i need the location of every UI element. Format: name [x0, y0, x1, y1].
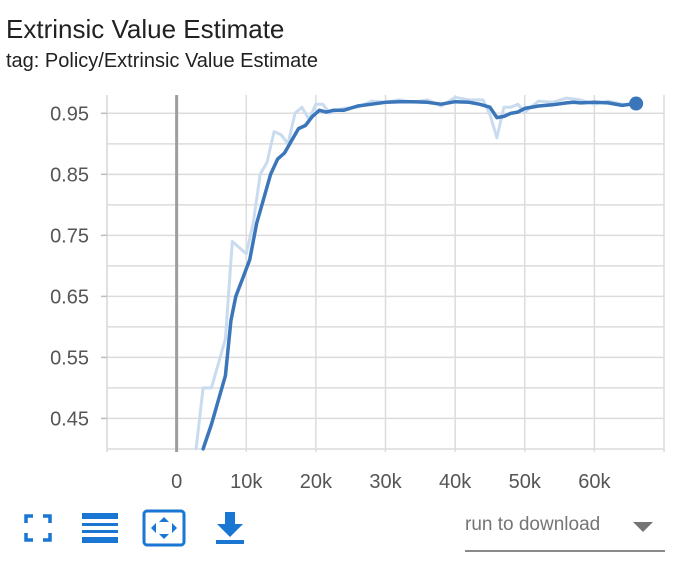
- run-to-download-select[interactable]: run to download: [465, 506, 665, 552]
- x-tick-label: 50k: [509, 471, 542, 493]
- series-group: [194, 95, 644, 451]
- fit-domain-icon: [142, 509, 186, 547]
- run-select-label: run to download: [465, 514, 601, 535]
- y-tick-label: 0.95: [50, 103, 89, 125]
- fullscreen-icon: [24, 514, 52, 542]
- x-tick-label: 30k: [369, 471, 402, 493]
- chart-title: Extrinsic Value Estimate: [6, 14, 285, 44]
- x-tick-label: 0: [171, 471, 182, 493]
- y-tick-label: 0.55: [50, 347, 89, 369]
- y-tick-label: 0.85: [50, 164, 89, 186]
- grid-lines: [106, 95, 665, 452]
- dropdown-arrow-icon: [633, 522, 653, 532]
- x-tick-label: 60k: [578, 471, 611, 493]
- download-button[interactable]: [208, 506, 252, 550]
- tick-labels: 0.45 0.55 0.65 0.75 0.85 0.95 0 10k 20k 30k 40k 50k…: [50, 103, 611, 493]
- y-tick-label: 0.65: [50, 286, 89, 308]
- download-icon: [216, 512, 244, 544]
- line-chart: 0.45 0.55 0.65 0.75 0.85 0.95 0 10k 20k 30k 40k 50k…: [50, 95, 665, 493]
- y-tick-label: 0.45: [50, 408, 89, 430]
- axes: [101, 95, 179, 452]
- y-tick-label: 0.75: [50, 225, 89, 247]
- toggle-log-lines-icon: [82, 513, 118, 543]
- fullscreen-button[interactable]: [16, 506, 60, 550]
- smoothed-series-line: [201, 99, 638, 451]
- x-tick-label: 10k: [230, 471, 263, 493]
- raw-series-line: [194, 95, 638, 451]
- x-tick-label: 20k: [300, 471, 333, 493]
- toggle-log-lines-button[interactable]: [78, 506, 122, 550]
- last-point-marker: [629, 96, 644, 111]
- chart-tag: tag: Policy/Extrinsic Value Estimate: [6, 50, 318, 72]
- fit-domain-button[interactable]: [142, 506, 186, 550]
- x-tick-label: 40k: [439, 471, 472, 493]
